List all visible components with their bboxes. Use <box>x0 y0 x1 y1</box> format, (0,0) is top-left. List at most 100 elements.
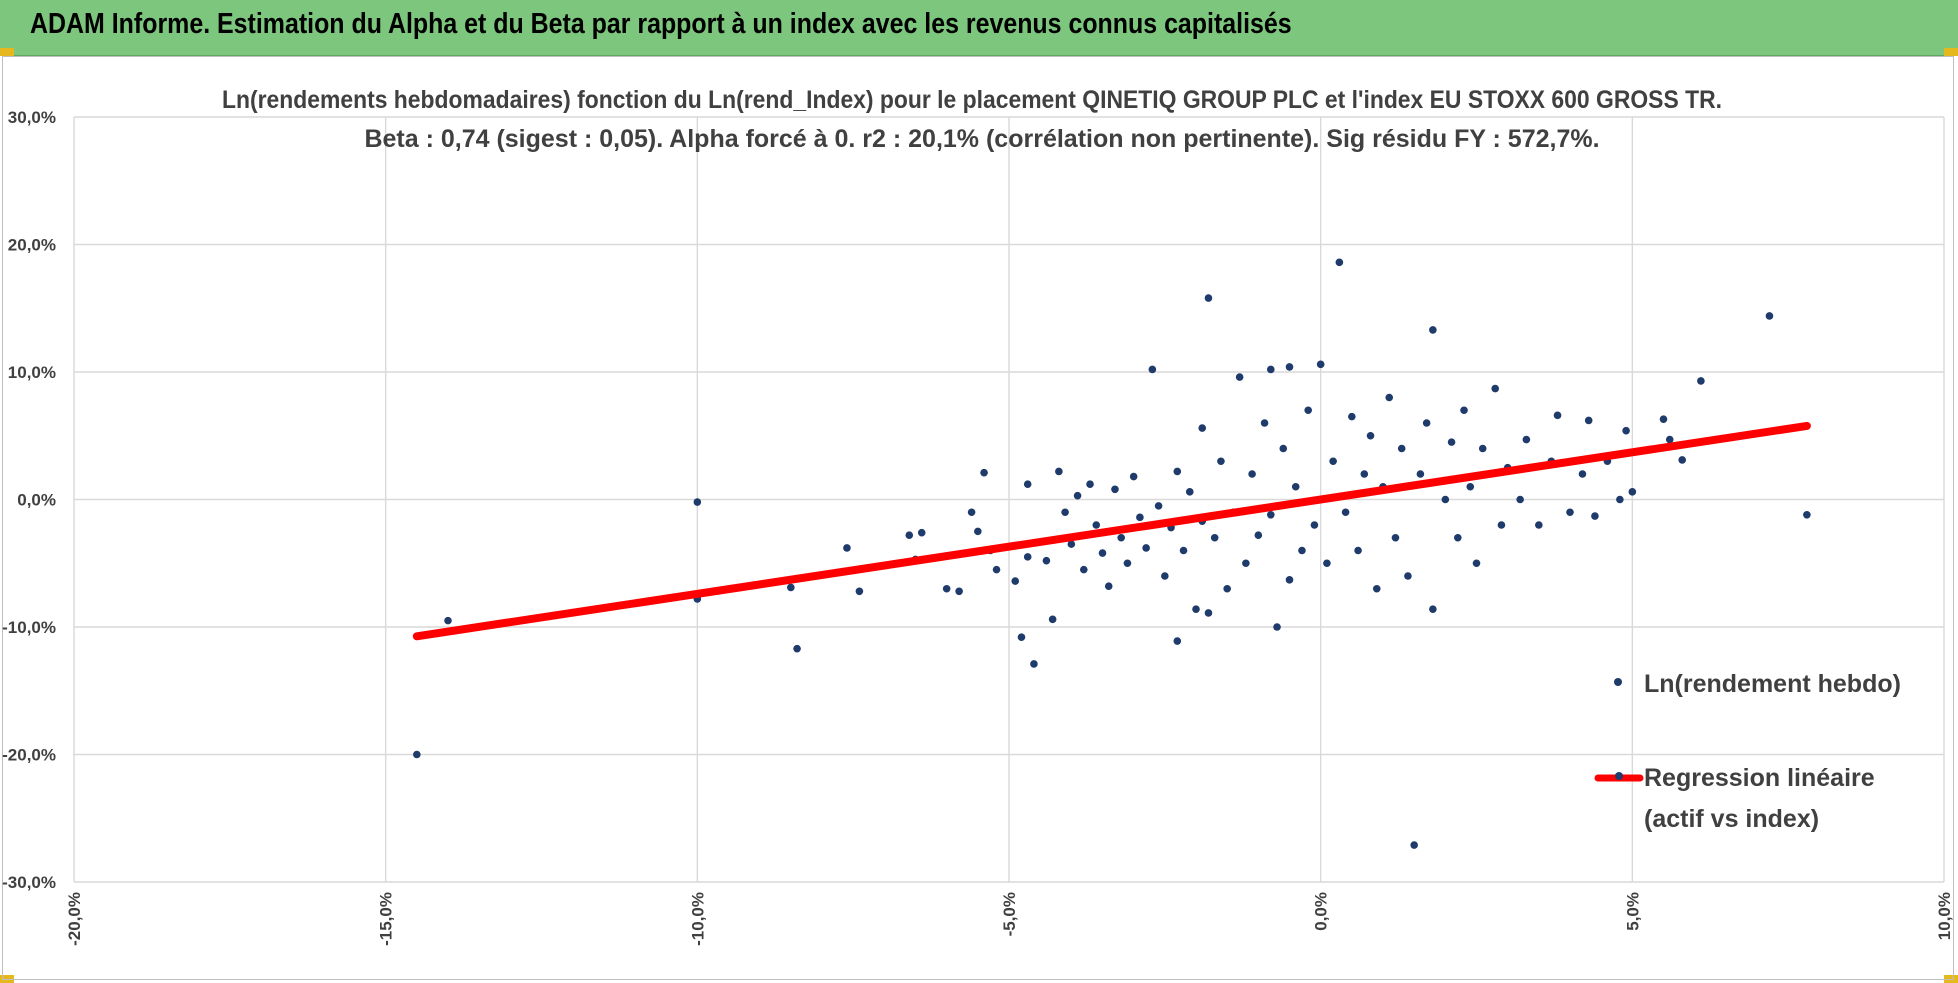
scatter-point <box>1298 546 1306 555</box>
corner-marker <box>0 48 14 56</box>
scatter-point <box>1192 605 1200 613</box>
scatter-point <box>1080 565 1088 574</box>
scatter-point <box>917 528 926 537</box>
scatter-point <box>1204 294 1213 302</box>
y-tick-label: -20,0% <box>2 746 56 765</box>
scatter-point <box>1248 470 1256 478</box>
scatter-point <box>1665 435 1674 444</box>
scatter-point <box>1235 373 1244 381</box>
scatter-point <box>1011 577 1020 585</box>
scatter-point <box>1472 559 1481 568</box>
scatter-point <box>1497 521 1506 529</box>
scatter-point <box>1067 540 1076 548</box>
scatter-point <box>1104 582 1113 590</box>
scatter-point <box>1210 533 1219 542</box>
scatter-point <box>1310 521 1319 529</box>
scatter-point <box>1422 419 1431 427</box>
scatter-point <box>1522 435 1531 444</box>
legend-line-dot <box>1615 772 1623 780</box>
scatter-point <box>693 498 702 506</box>
x-tick-label: -20,0% <box>65 892 84 946</box>
legend-scatter-label: Ln(rendement hebdo) <box>1644 670 1901 698</box>
x-tick-label: 10,0% <box>1935 892 1954 940</box>
scatter-point <box>1148 365 1157 374</box>
scatter-point <box>1385 393 1394 402</box>
scatter-point <box>1260 419 1269 427</box>
scatter-point <box>1117 533 1125 542</box>
scatter-point <box>787 583 795 592</box>
scatter-point <box>1765 312 1774 320</box>
corner-marker <box>1944 48 1958 56</box>
scatter-point <box>444 616 452 625</box>
scatter-point <box>1460 406 1468 415</box>
scatter-point <box>1535 521 1543 529</box>
scatter-point <box>980 468 988 477</box>
scatter-point <box>1628 488 1637 496</box>
x-tick-label: -5,0% <box>1000 892 1019 936</box>
chart-title-line-1: Ln(rendements hebdomadaires) fonction du… <box>222 86 1722 114</box>
scatter-point <box>1123 559 1132 568</box>
scatter-point <box>1360 470 1369 478</box>
scatter-point <box>1098 549 1107 557</box>
y-tick-label: 30,0% <box>8 108 56 127</box>
scatter-point <box>1429 605 1437 613</box>
scatter-point <box>1304 406 1312 415</box>
scatter-point <box>955 587 963 596</box>
scatter-point <box>1372 584 1381 593</box>
scatter-point <box>905 531 914 539</box>
scatter-point <box>1416 470 1425 478</box>
scatter-point <box>1173 467 1182 476</box>
scatter-point <box>1566 508 1574 517</box>
scatter-point <box>1086 480 1094 489</box>
scatter-point <box>855 587 864 596</box>
legend-line-label-2: (actif vs index) <box>1644 805 1819 833</box>
scatter-point <box>1267 365 1275 374</box>
scatter-point <box>1366 431 1375 440</box>
scatter-point <box>1073 491 1082 500</box>
scatter-point <box>1061 508 1069 517</box>
scatter-point <box>1803 511 1811 519</box>
y-tick-label: -10,0% <box>2 618 56 637</box>
scatter-point <box>1478 444 1487 453</box>
scatter-point <box>1223 584 1231 593</box>
gridlines <box>73 116 1945 883</box>
scatter-point <box>1023 480 1032 489</box>
scatter-point <box>1111 485 1119 494</box>
scatter-point <box>793 644 801 653</box>
scatter-point <box>1161 572 1169 580</box>
scatter-point <box>974 527 982 536</box>
chart-title-line-2: Beta : 0,74 (sigest : 0,05). Alpha forcé… <box>364 125 1599 153</box>
x-tick-label: -15,0% <box>377 892 396 946</box>
scatter-point <box>1185 488 1194 496</box>
scatter-point <box>1285 363 1294 371</box>
scatter-point <box>1129 472 1138 481</box>
scatter-point <box>1584 416 1593 425</box>
scatter-point <box>1697 377 1705 385</box>
scatter-point <box>1030 660 1038 668</box>
scatter-point <box>1267 511 1275 519</box>
scatter-point <box>1273 623 1281 631</box>
scatter-point <box>992 565 1001 574</box>
scatter-point <box>1055 467 1063 476</box>
scatter-point <box>1553 411 1562 420</box>
scatter-point <box>1410 841 1418 849</box>
scatter-point <box>942 584 951 593</box>
scatter-point <box>1329 457 1337 466</box>
scatter-point <box>1217 457 1225 466</box>
scatter-point <box>1578 470 1587 478</box>
regression-line-layer <box>412 421 1811 641</box>
scatter-point <box>1622 426 1630 435</box>
scatter-point <box>1136 513 1144 522</box>
scatter-point <box>1154 502 1163 510</box>
scatter-point <box>1348 412 1356 421</box>
report-banner: ADAM Informe. Estimation du Alpha et du … <box>0 0 1958 56</box>
scatter-points <box>413 258 1811 849</box>
scatter-point <box>1616 495 1624 504</box>
scatter-point <box>1254 531 1263 539</box>
scatter-point <box>1491 384 1499 393</box>
scatter-point <box>1042 556 1051 565</box>
scatter-point <box>1323 559 1331 568</box>
scatter-point <box>1092 521 1101 529</box>
scatter-point <box>1048 615 1057 624</box>
scatter-point <box>843 544 851 552</box>
